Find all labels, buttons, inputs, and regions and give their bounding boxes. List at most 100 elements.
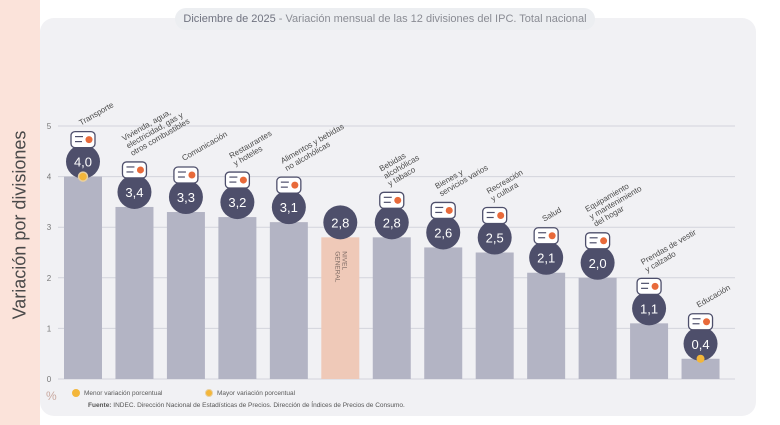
home-appliance-icon (584, 232, 611, 250)
legend-min: Menor variación porcentual (72, 389, 162, 397)
category-label: Comunicación (180, 130, 228, 163)
value-bubble (271, 190, 306, 225)
clothing-icon-body (636, 277, 662, 295)
value-bubble (477, 220, 512, 255)
data-label: 2,8 (383, 215, 401, 230)
category-label: Educación (695, 283, 732, 309)
legend-max-marker-icon (205, 389, 213, 397)
value-bubble (66, 144, 100, 179)
bus-icon-accent (85, 136, 93, 144)
chart-title: Diciembre de 2025 - Variación mensual de… (175, 8, 595, 30)
y-tick-label: 3 (47, 223, 52, 232)
category-label-line: Comunicación (180, 130, 228, 163)
bar (681, 358, 720, 379)
toiletries-icon-accent (445, 206, 453, 214)
category-label: Bebidasalcohólicasy tabaco (378, 146, 425, 188)
toiletries-icon (430, 201, 456, 220)
category-label: Recreacióny cultura (485, 168, 529, 203)
value-bubble (117, 174, 152, 209)
clothing-icon-accent (651, 282, 659, 290)
y-tick-label: 1 (47, 324, 52, 333)
data-label: 2,1 (537, 251, 555, 266)
value-bubble (683, 326, 718, 361)
data-label: 2,0 (589, 256, 607, 271)
legend-max-label: Mayor variación porcentual (217, 389, 296, 397)
y-tick-label: 5 (47, 122, 52, 131)
bar (578, 277, 617, 379)
bar (424, 247, 463, 379)
home-appliance-icon-body (584, 232, 611, 250)
title-date: Diciembre de 2025 (183, 13, 276, 25)
source-label: Fuente: (88, 402, 112, 409)
drinks-icon-accent (394, 196, 402, 204)
legend-min-label: Menor variación porcentual (84, 389, 163, 397)
house-utilities-icon-accent (136, 166, 144, 174)
value-bubble (529, 240, 564, 275)
bus-icon-body (70, 130, 96, 149)
value-bubble (426, 215, 461, 250)
category-label-line: Alimentos y bebidas (279, 122, 346, 166)
home-appliance-icon-accent (600, 237, 608, 245)
house-utilities-icon (121, 161, 148, 179)
data-label: 2,8 (331, 215, 349, 230)
health-cross-icon (533, 227, 559, 245)
unit-label: % (46, 389, 57, 403)
value-bubble (220, 185, 255, 220)
restaurant-icon-accent (239, 176, 247, 184)
left-band (0, 0, 40, 425)
bar (630, 323, 669, 379)
value-bubble (580, 245, 615, 280)
books-icon-body (687, 313, 714, 331)
bar (64, 176, 102, 379)
data-label: 3,1 (280, 200, 298, 215)
house-utilities-icon-body (121, 161, 148, 179)
beach-icon (482, 206, 508, 225)
data-label: 4,0 (74, 155, 92, 170)
category-label: Vivienda, agua,electricidad, gas yotros … (120, 102, 191, 158)
source-text: INDEC. Dirección Nacional de Estadística… (113, 402, 405, 409)
min-marker (696, 354, 705, 363)
value-bubble (374, 205, 409, 240)
category-label-line: Salud (541, 205, 563, 223)
data-label: 1,1 (640, 301, 658, 316)
data-label: 2,5 (486, 231, 504, 246)
groceries-icon (276, 176, 302, 194)
bar (321, 237, 360, 379)
beach-icon-body (482, 206, 508, 225)
general-level-label-line: NIVEL (340, 251, 347, 270)
category-label: Salud (541, 205, 563, 223)
restaurant-icon (224, 171, 251, 189)
bar (475, 252, 514, 379)
data-label: 3,3 (177, 190, 195, 205)
y-tick-label: 2 (47, 274, 52, 283)
phone-icon (173, 166, 199, 184)
data-label: 2,6 (434, 225, 452, 240)
general-level-label: NIVELGENERAL (333, 251, 347, 282)
max-marker (77, 171, 89, 182)
bar (527, 272, 566, 379)
source-note: Fuente: INDEC. Dirección Nacional de Est… (88, 402, 405, 409)
data-label: 3,2 (228, 195, 246, 210)
toiletries-icon-body (430, 201, 456, 220)
phone-icon-accent (188, 171, 196, 179)
title-text: Variación mensual de las 12 divisiones d… (285, 13, 587, 25)
category-label: Equipamientoy mantenimientodel hogar (584, 176, 648, 228)
health-cross-icon-accent (548, 232, 556, 240)
beach-icon-accent (497, 212, 505, 219)
groceries-icon-accent (291, 181, 299, 189)
category-label-line: Educación (695, 283, 732, 309)
value-bubble (168, 180, 203, 215)
bar (218, 217, 257, 379)
y-tick-label: 4 (47, 173, 52, 182)
general-level-label-line: GENERAL (333, 251, 340, 282)
drinks-icon-body (379, 191, 405, 209)
category-label: Restaurantesy hoteles (228, 129, 278, 168)
legend-min-marker-icon (72, 389, 80, 397)
groceries-icon-body (276, 176, 302, 194)
category-label: Alimentos y bebidasno alcohólicas (279, 122, 350, 173)
clothing-icon (636, 277, 662, 295)
bar (372, 237, 411, 379)
category-label-line: Transporte (78, 100, 116, 127)
data-label: 3,4 (125, 185, 143, 200)
